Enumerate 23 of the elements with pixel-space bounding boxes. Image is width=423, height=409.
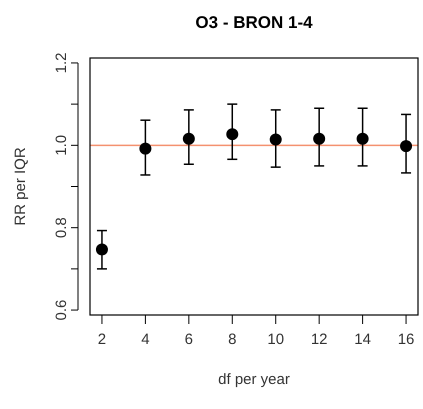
point	[139, 142, 152, 155]
x-tick-label: 14	[354, 331, 371, 348]
chart-title: O3 - BRON 1-4	[195, 13, 314, 32]
point	[400, 140, 412, 152]
x-tick-label: 4	[141, 331, 150, 348]
x-tick-label: 16	[398, 331, 414, 348]
point	[96, 244, 108, 256]
x-axis-title: df per year	[218, 371, 290, 388]
x-tick-label: 2	[98, 331, 106, 348]
x-tick-label: 10	[267, 331, 284, 348]
point	[182, 132, 195, 145]
y-tick-label: 1.2	[53, 52, 70, 74]
point	[226, 128, 238, 140]
y-tick-label: 0.6	[53, 300, 70, 320]
x-tick-label: 12	[310, 331, 328, 348]
point	[356, 132, 369, 145]
x-tick-label: 8	[228, 331, 236, 348]
y-tick-label: 1.0	[53, 134, 70, 156]
point	[313, 132, 326, 145]
x-tick-label: 6	[184, 331, 194, 348]
y-tick-label: 0.8	[53, 217, 70, 238]
y-axis-title: RR per IQR	[12, 147, 29, 226]
point	[270, 134, 282, 146]
